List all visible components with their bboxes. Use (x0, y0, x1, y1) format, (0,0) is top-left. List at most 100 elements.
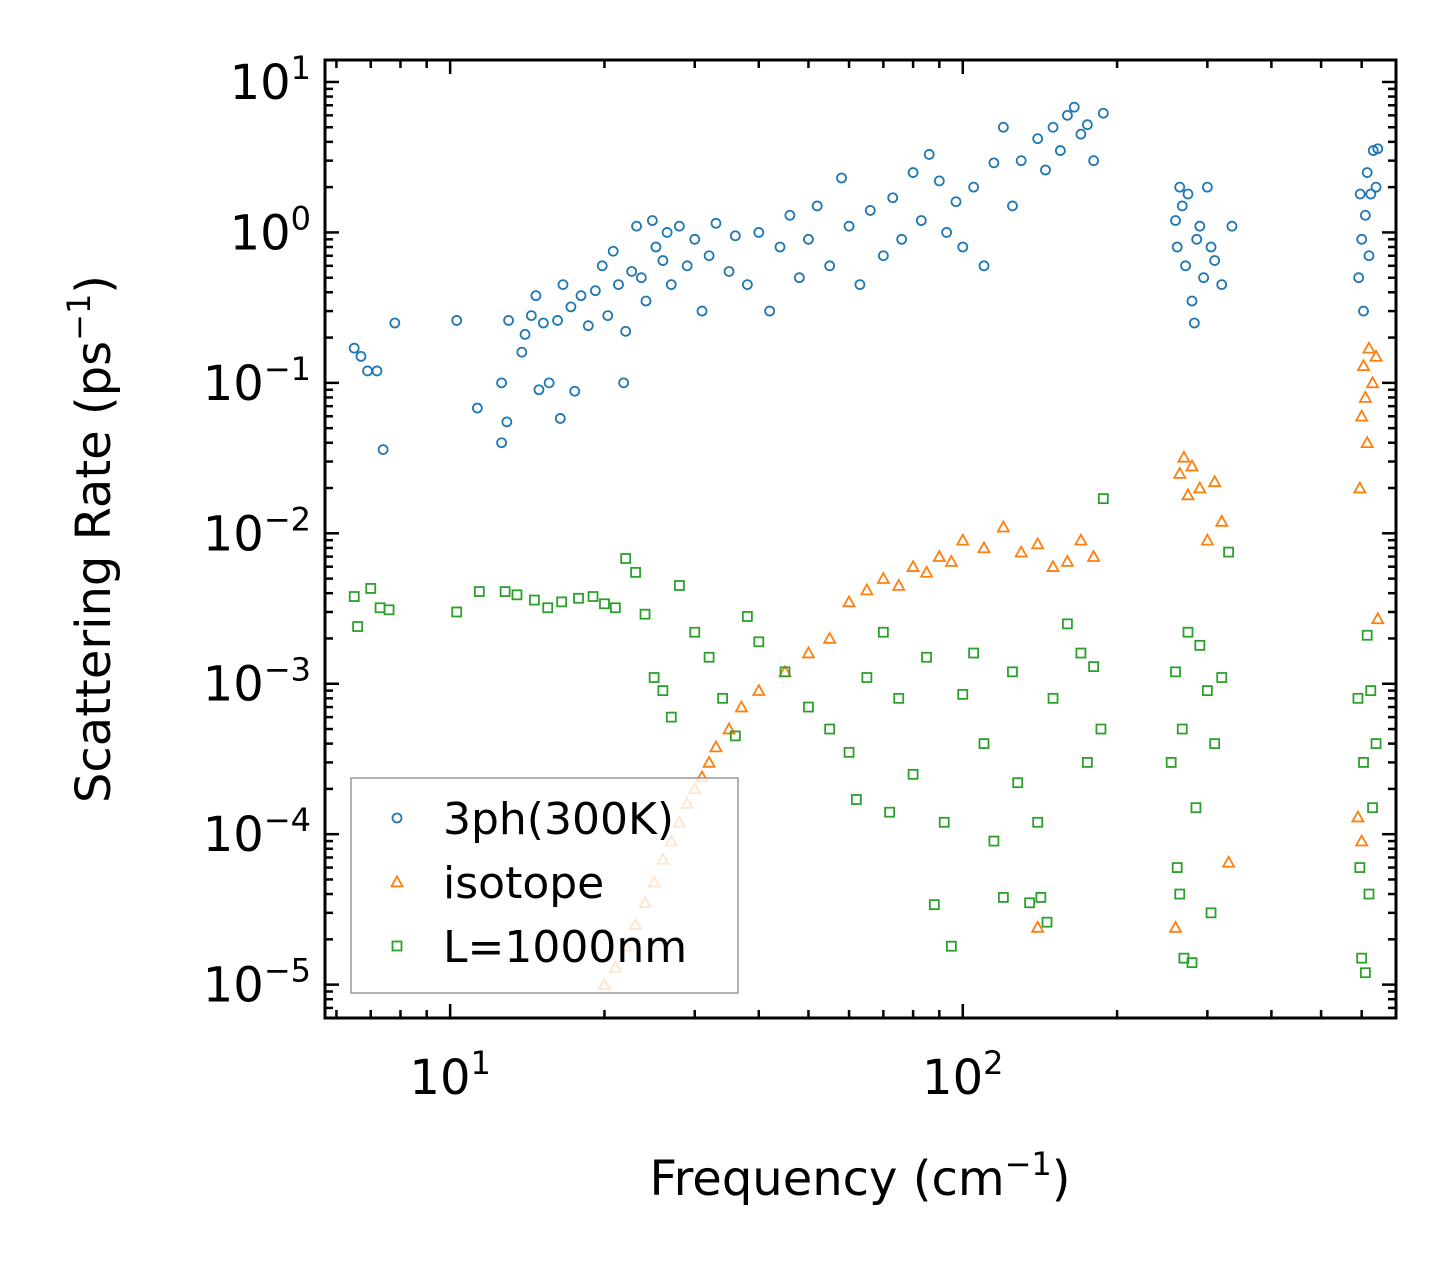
data-point (496, 377, 507, 389)
data-point (609, 602, 621, 614)
data-point (822, 631, 837, 644)
data-point (1198, 272, 1210, 284)
data-point (906, 559, 921, 572)
data-point (352, 621, 364, 632)
data-point (681, 260, 693, 272)
data-point (793, 272, 805, 284)
data-point (753, 636, 765, 648)
data-point (988, 157, 1000, 169)
data-point (1365, 375, 1380, 389)
data-point (1030, 920, 1045, 933)
data-point (503, 315, 514, 326)
data-point (602, 310, 614, 321)
data-point (1068, 101, 1080, 113)
data-point (1194, 220, 1206, 232)
x-tick-label: 102 (922, 1044, 1003, 1106)
data-point (1358, 305, 1369, 317)
legend-marker (391, 940, 403, 952)
legend-entry: isotope (389, 858, 604, 909)
data-point (1180, 260, 1191, 272)
data-point (519, 328, 531, 340)
data-point (734, 699, 749, 713)
data-point (1209, 255, 1221, 266)
data-point (1350, 809, 1365, 823)
data-point (1180, 487, 1196, 501)
data-point (499, 586, 511, 597)
data-point (1359, 967, 1371, 979)
data-point (1024, 897, 1035, 909)
data-point (1191, 233, 1203, 245)
data-point (884, 806, 896, 818)
data-point (1075, 128, 1087, 140)
data-point (1095, 723, 1107, 735)
data-point (355, 350, 367, 362)
data-point (554, 413, 566, 424)
data-point (1075, 647, 1087, 659)
data-point (896, 233, 908, 245)
data-point (811, 200, 823, 212)
legend: 3ph(300K) isotope L=1000nm (350, 777, 739, 994)
data-point (864, 205, 876, 216)
data-point (573, 592, 584, 604)
data-point (607, 245, 619, 257)
data-point (1097, 107, 1109, 119)
data-point (673, 580, 685, 591)
data-point (843, 220, 855, 232)
data-point (1352, 480, 1367, 494)
data-point (710, 217, 722, 229)
data-point (950, 196, 962, 208)
data-point (723, 266, 735, 277)
data-point (1200, 532, 1215, 546)
data-point (1030, 536, 1045, 550)
data-point (665, 711, 677, 723)
legend-entries: 3ph(300K) isotope L=1000nm (389, 794, 687, 973)
data-point (365, 583, 377, 594)
data-point (955, 532, 970, 546)
data-point (876, 571, 891, 584)
data-point (907, 167, 919, 178)
data-point (957, 241, 969, 253)
data-point (702, 755, 717, 768)
data-point (708, 739, 723, 753)
data-point (533, 384, 545, 396)
series-L=1000nm (348, 493, 1382, 979)
data-point (803, 701, 814, 713)
data-point (717, 692, 728, 704)
data-point (1361, 629, 1373, 641)
y-tick-label: 10−2 (203, 500, 311, 562)
data-point (1015, 155, 1027, 167)
data-point (620, 553, 632, 564)
data-point (1216, 279, 1228, 290)
data-point (348, 591, 360, 602)
data-point (1221, 854, 1236, 868)
data-point (1354, 862, 1366, 873)
data-point (893, 692, 905, 704)
legend-label: isotope (443, 858, 604, 909)
data-point (1192, 480, 1207, 494)
y-tick-label: 10−4 (203, 801, 311, 863)
data-point (689, 233, 701, 245)
data-point (635, 272, 647, 284)
data-point (471, 402, 483, 414)
data-point (665, 279, 677, 290)
data-point (887, 192, 899, 204)
data-point (496, 437, 507, 449)
data-point (1365, 188, 1377, 200)
data-point (1081, 757, 1093, 768)
data-point (661, 227, 673, 238)
data-point (941, 227, 953, 238)
y-tick-label: 10−1 (203, 350, 311, 412)
data-point (1356, 952, 1368, 964)
data-point (1356, 233, 1368, 245)
data-point (631, 220, 642, 232)
data-point (1170, 666, 1181, 678)
data-point (1182, 626, 1194, 638)
data-point (703, 250, 715, 262)
legend-marker (391, 812, 403, 824)
data-point (923, 149, 935, 160)
data-point (582, 320, 594, 332)
data-point (997, 892, 1009, 903)
data-point (945, 940, 957, 952)
data-point (1194, 639, 1206, 651)
